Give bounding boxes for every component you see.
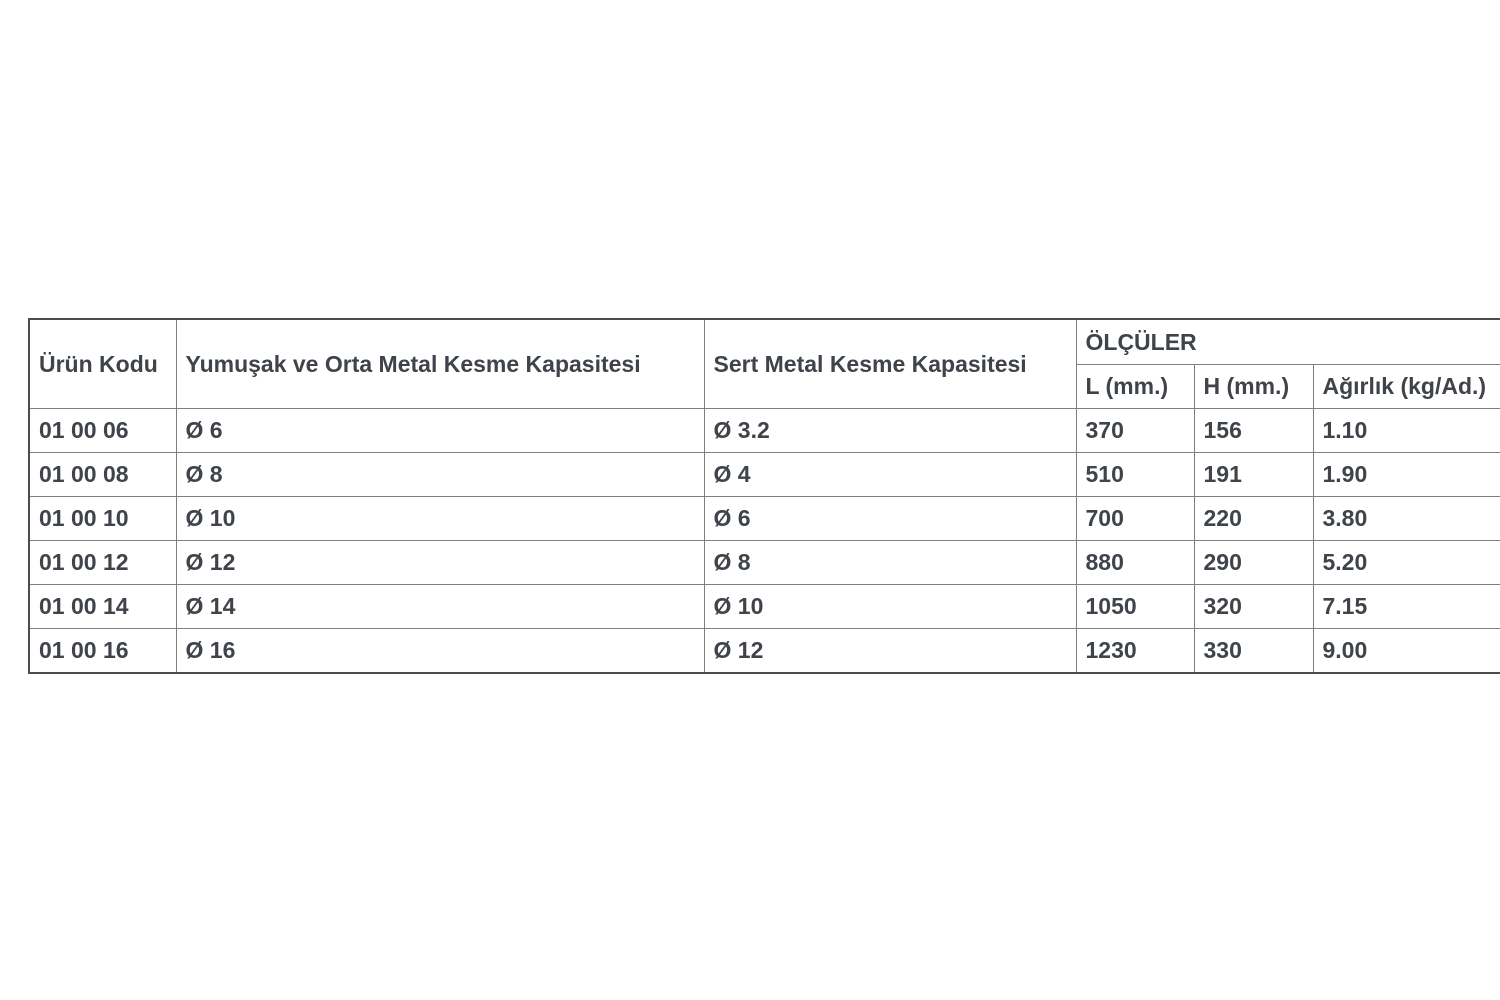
cell-length: 1230 bbox=[1075, 628, 1195, 674]
cell-height: 330 bbox=[1193, 628, 1314, 674]
cell-soft-capacity: Ø 14 bbox=[175, 584, 705, 629]
cell-length: 700 bbox=[1075, 496, 1195, 541]
cell-soft-capacity: Ø 6 bbox=[175, 408, 705, 453]
cell-hard-capacity: Ø 4 bbox=[703, 452, 1077, 497]
cell-weight: 3.80 bbox=[1312, 496, 1500, 541]
header-dimensions-group: ÖLÇÜLER bbox=[1075, 318, 1500, 365]
header-product-code: Ürün Kodu bbox=[28, 318, 177, 409]
cell-soft-capacity: Ø 16 bbox=[175, 628, 705, 674]
cell-soft-capacity: Ø 12 bbox=[175, 540, 705, 585]
cell-hard-capacity: Ø 12 bbox=[703, 628, 1077, 674]
cell-product-code: 01 00 14 bbox=[28, 584, 177, 629]
table-row: 01 00 10 Ø 10 Ø 6 700 220 3.80 bbox=[28, 496, 1500, 541]
cell-product-code: 01 00 16 bbox=[28, 628, 177, 674]
cell-weight: 7.15 bbox=[1312, 584, 1500, 629]
cell-hard-capacity: Ø 8 bbox=[703, 540, 1077, 585]
header-row-group: Ürün Kodu Yumuşak ve Orta Metal Kesme Ka… bbox=[28, 318, 1500, 409]
header-hard-capacity: Sert Metal Kesme Kapasitesi bbox=[703, 318, 1077, 409]
cell-soft-capacity: Ø 10 bbox=[175, 496, 705, 541]
cell-height: 290 bbox=[1193, 540, 1314, 585]
cell-height: 220 bbox=[1193, 496, 1314, 541]
cell-weight: 1.10 bbox=[1312, 408, 1500, 453]
header-row-sub: L (mm.) H (mm.) Ağırlık (kg/Ad.) bbox=[29, 364, 1500, 409]
cell-height: 156 bbox=[1193, 408, 1314, 453]
table-row: 01 00 14 Ø 14 Ø 10 1050 320 7.15 bbox=[28, 584, 1500, 629]
cell-weight: 1.90 bbox=[1312, 452, 1500, 497]
table-row: 01 00 16 Ø 16 Ø 12 1230 330 9.00 bbox=[28, 628, 1500, 674]
header-length: L (mm.) bbox=[1075, 364, 1195, 409]
header-weight: Ağırlık (kg/Ad.) bbox=[1312, 364, 1500, 409]
cell-hard-capacity: Ø 3.2 bbox=[703, 408, 1077, 453]
cell-soft-capacity: Ø 8 bbox=[175, 452, 705, 497]
cell-product-code: 01 00 12 bbox=[28, 540, 177, 585]
product-spec-table-container: Ürün Kodu Yumuşak ve Orta Metal Kesme Ka… bbox=[28, 318, 1500, 674]
cell-length: 370 bbox=[1075, 408, 1195, 453]
table-row: 01 00 08 Ø 8 Ø 4 510 191 1.90 bbox=[28, 452, 1500, 497]
cell-length: 510 bbox=[1075, 452, 1195, 497]
cell-weight: 9.00 bbox=[1312, 628, 1500, 674]
product-spec-table: Ürün Kodu Yumuşak ve Orta Metal Kesme Ka… bbox=[28, 318, 1500, 674]
table-row: 01 00 12 Ø 12 Ø 8 880 290 5.20 bbox=[28, 540, 1500, 585]
cell-length: 880 bbox=[1075, 540, 1195, 585]
cell-product-code: 01 00 08 bbox=[28, 452, 177, 497]
header-soft-medium-capacity: Yumuşak ve Orta Metal Kesme Kapasitesi bbox=[175, 318, 705, 409]
cell-hard-capacity: Ø 10 bbox=[703, 584, 1077, 629]
cell-product-code: 01 00 06 bbox=[28, 408, 177, 453]
cell-height: 320 bbox=[1193, 584, 1314, 629]
cell-length: 1050 bbox=[1075, 584, 1195, 629]
cell-height: 191 bbox=[1193, 452, 1314, 497]
cell-hard-capacity: Ø 6 bbox=[703, 496, 1077, 541]
cell-product-code: 01 00 10 bbox=[28, 496, 177, 541]
table-row: 01 00 06 Ø 6 Ø 3.2 370 156 1.10 bbox=[28, 408, 1500, 453]
cell-weight: 5.20 bbox=[1312, 540, 1500, 585]
header-height: H (mm.) bbox=[1193, 364, 1314, 409]
